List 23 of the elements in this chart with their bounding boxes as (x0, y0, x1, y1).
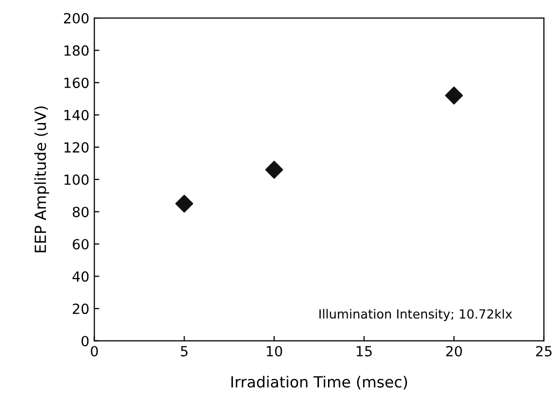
y-tick-label: 40 (72, 271, 89, 282)
x-tick-label: 0 (90, 346, 98, 356)
x-tick-label: 20 (446, 346, 462, 356)
y-tick-label: 160 (64, 78, 89, 88)
annotation: Illumination Intensity; 10.72klx (319, 308, 512, 322)
x-tick-label: 25 (536, 346, 552, 356)
x-tick-label: 15 (356, 346, 372, 356)
y-tick-label: 120 (64, 142, 89, 153)
y-axis-title: EEP Amplitude (uV) (34, 106, 50, 252)
y-tick-label: 180 (64, 45, 89, 56)
y-tick-label: 100 (64, 174, 89, 185)
point (445, 86, 463, 104)
point (265, 160, 284, 179)
x-tick-label: 5 (180, 346, 188, 356)
y-tick-label: 0 (82, 336, 89, 346)
y-tick-label: 80 (72, 206, 89, 218)
y-tick-label: 140 (64, 110, 89, 120)
x-axis-title: Irradiation Time (msec) (231, 376, 408, 390)
x-tick-label: 10 (266, 346, 282, 356)
y-tick-label: 200 (64, 13, 89, 24)
point (175, 194, 194, 213)
y-tick-label: 60 (72, 238, 89, 250)
y-tick-label: 20 (72, 304, 89, 314)
